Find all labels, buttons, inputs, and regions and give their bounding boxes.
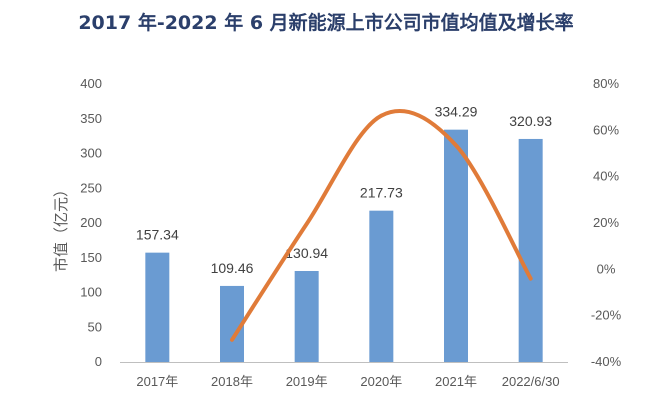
- y-tick-label: 50: [88, 319, 102, 334]
- x-tick-label: 2020年: [360, 374, 402, 389]
- y-tick-label: 250: [80, 180, 102, 195]
- bar-value-label: 334.29: [435, 104, 478, 120]
- x-tick-label: 2019年: [286, 374, 328, 389]
- bar-2022/6/30: [518, 138, 543, 362]
- y2-tick-label: 40%: [593, 169, 619, 184]
- bar-value-label: 320.93: [509, 113, 552, 129]
- bar-2021年: [444, 129, 468, 362]
- bar-value-label: 157.34: [136, 227, 179, 243]
- y-axis-title: 市值（亿元）: [52, 182, 70, 272]
- y-tick-label: 150: [80, 250, 102, 265]
- y-tick-label: 300: [80, 146, 102, 161]
- bar-2019年: [294, 270, 319, 362]
- y2-tick-label: -20%: [591, 308, 622, 323]
- y2-tick-label: 20%: [593, 215, 619, 230]
- bar-2020年: [369, 210, 394, 362]
- chart-title: 2017 年-2022 年 6 月新能源上市公司市值均值及增长率: [78, 11, 573, 34]
- bar-value-label: 130.94: [285, 245, 328, 261]
- x-tick-label: 2022/6/30: [502, 374, 560, 389]
- y-tick-label: 200: [80, 215, 102, 230]
- x-tick-label: 2018年: [211, 374, 253, 389]
- growth-rate-line: [230, 109, 533, 342]
- y-tick-label: 0: [95, 354, 102, 369]
- y-tick-label: 350: [80, 111, 102, 126]
- x-tick-label: 2021年: [435, 374, 477, 389]
- plot-area: 0 50 100 150 200 250 300 350 400 -40% -20% 0% 20% 40%…: [80, 76, 621, 389]
- bar-value-label: 109.46: [211, 260, 254, 276]
- y-tick-label: 400: [80, 76, 102, 91]
- y2-tick-label: 60%: [593, 122, 619, 137]
- bar-2017年: [145, 252, 170, 362]
- y-tick-label: 100: [80, 285, 102, 300]
- y2-tick-label: 0%: [597, 261, 616, 276]
- bar-value-label: 217.73: [360, 185, 403, 201]
- y2-tick-label: -40%: [591, 354, 622, 369]
- x-tick-label: 2017年: [136, 374, 178, 389]
- y2-tick-label: 80%: [593, 76, 619, 91]
